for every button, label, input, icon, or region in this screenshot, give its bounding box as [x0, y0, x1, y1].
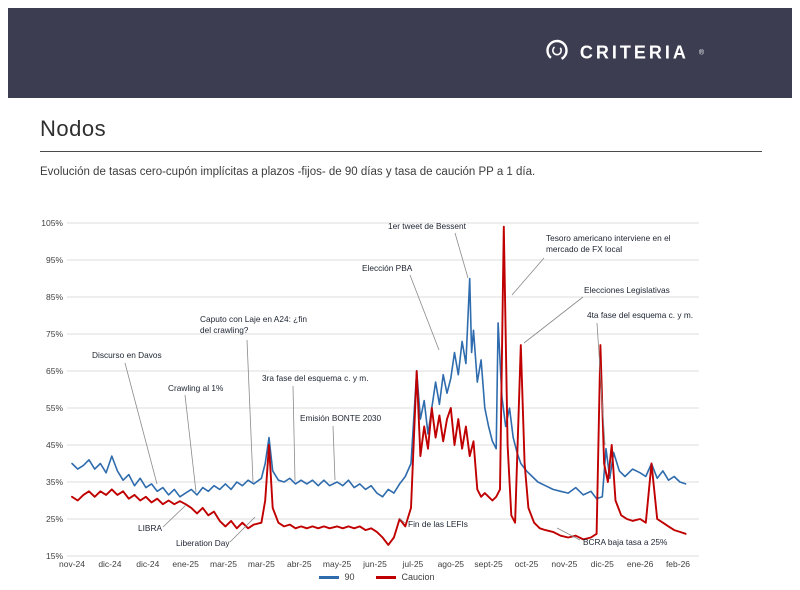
annotation-leader: [124, 362, 158, 485]
annotation-label: del crawling?: [200, 325, 249, 335]
annotation-label: LIBRA: [138, 523, 162, 533]
y-tick-label: 15%: [46, 551, 63, 561]
legend-swatch-caucion: [376, 575, 397, 579]
annotation-label: mercado de FX local: [546, 244, 622, 254]
x-tick-label: ene-26: [627, 559, 654, 569]
annotation-label: Liberation Day: [176, 538, 230, 548]
x-tick-label: ene-25: [172, 559, 199, 569]
annotation-label: Emisión BONTE 2030: [300, 413, 382, 423]
annotation-leader: [556, 527, 581, 541]
x-tick-label: feb-26: [666, 559, 690, 569]
brand-name: CRITERIA: [579, 42, 689, 63]
annotation-leader: [454, 232, 469, 279]
annotation-label: 1er tweet de Bessent: [388, 221, 467, 231]
x-tick-label: oct-25: [515, 559, 539, 569]
annotation-label: Fin de las LEFIs: [408, 519, 468, 529]
x-tick-label: nov-25: [551, 559, 577, 569]
y-tick-label: 25%: [46, 514, 63, 524]
x-tick-label: jul-25: [402, 559, 424, 569]
annotation-leader: [184, 394, 197, 493]
annotation-leader: [332, 425, 336, 481]
annotation-leader: [596, 322, 606, 446]
annotation-leader: [162, 504, 187, 528]
annotation-label: Elecciones Legislativas: [584, 285, 670, 295]
chart: 105% 95% 85% 75% 65% 55% 45% 35% 25% 15% nov-24 dic…: [27, 210, 737, 582]
legend-item-caucion: Caucion: [376, 572, 435, 582]
x-tick-label: abr-25: [287, 559, 312, 569]
annotation-label: 4ta fase del esquema c. y m.: [587, 310, 693, 320]
annotation-label: Tesoro americano interviene en el: [546, 233, 671, 243]
x-tick-label: dic-25: [591, 559, 614, 569]
annotation-leader: [409, 274, 440, 351]
y-tick-label: 105%: [41, 218, 63, 228]
legend-label-90: 90: [344, 572, 355, 582]
x-tick-label: dic-24: [98, 559, 121, 569]
legend-label-caucion: Caucion: [401, 572, 435, 582]
registered-mark: ®: [698, 49, 704, 57]
y-tick-label: 65%: [46, 366, 63, 376]
series-line-90: [71, 277, 687, 500]
x-tick-label: ago-25: [438, 559, 465, 569]
x-tick-label: nov-24: [59, 559, 85, 569]
annotation-leader: [511, 257, 545, 296]
annotation-leader: [246, 339, 254, 483]
legend-swatch-90: [319, 575, 340, 579]
annotation-label: Elección PBA: [362, 263, 413, 273]
x-tick-label: mar-25: [210, 559, 237, 569]
x-tick-label: mar-25: [248, 559, 275, 569]
annotation-label: Discurso en Davos: [92, 350, 162, 360]
chart-canvas: 105% 95% 85% 75% 65% 55% 45% 35% 25% 15%nov-24 dic…: [41, 218, 699, 569]
series-line-caucion: [71, 225, 687, 546]
title-divider: [40, 151, 762, 152]
annotation-label: Crawling al 1%: [168, 383, 224, 393]
annotation-leader: [229, 516, 256, 543]
annotation-leader: [292, 385, 296, 482]
x-tick-label: jun-25: [362, 559, 387, 569]
legend-item-90: 90: [319, 572, 354, 582]
brand-logo: CRITERIA ®: [544, 38, 704, 69]
y-tick-label: 45%: [46, 440, 63, 450]
y-tick-label: 95%: [46, 255, 63, 265]
page-subtitle: Evolución de tasas cero-cupón implícitas…: [40, 166, 536, 178]
criteria-logo-icon: [544, 38, 570, 69]
annotation-leader: [398, 517, 406, 524]
y-tick-label: 55%: [46, 403, 63, 413]
x-tick-label: dic-24: [136, 559, 159, 569]
y-tick-label: 85%: [46, 292, 63, 302]
header-bar: CRITERIA ®: [8, 8, 792, 98]
annotation-label: 3ra fase del esquema c. y m.: [262, 373, 369, 383]
y-tick-label: 35%: [46, 477, 63, 487]
x-tick-label: may-25: [323, 559, 352, 569]
y-tick-label: 75%: [46, 329, 63, 339]
annotation-leader: [523, 296, 584, 344]
page-title: Nodos: [40, 116, 107, 141]
annotation-label: Caputo con Laje en A24: ¿fin: [200, 314, 307, 324]
annotation-label: BCRA baja tasa a 25%: [583, 537, 668, 547]
chart-legend: 90 Caucion: [27, 572, 727, 582]
x-tick-label: sept-25: [474, 559, 503, 569]
